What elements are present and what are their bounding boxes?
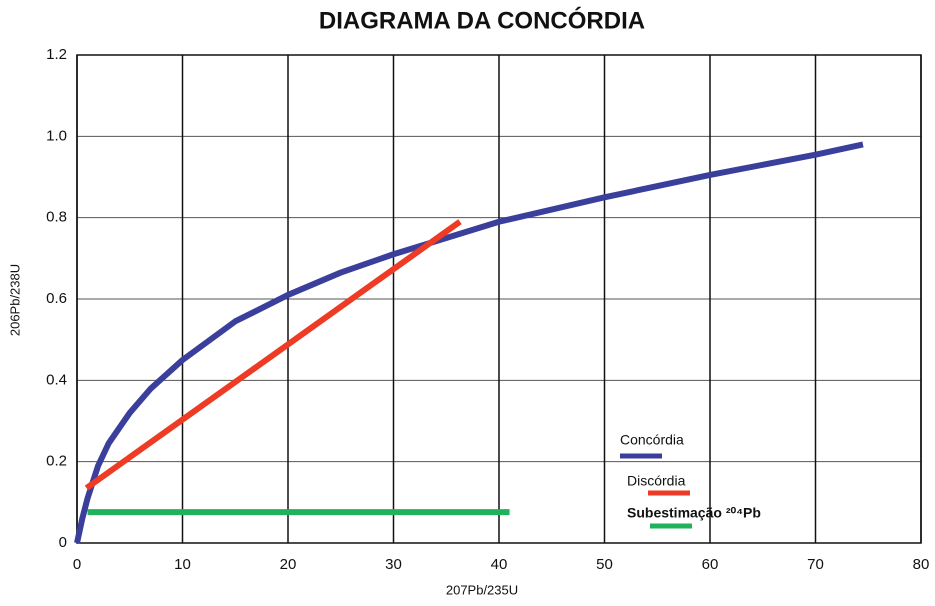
series-line [84, 219, 462, 491]
y-tick-label: 0.2 [46, 453, 67, 470]
x-tick-label: 70 [807, 556, 824, 573]
x-tick-label: 50 [596, 556, 613, 573]
legend-label: Discórdia [627, 473, 686, 489]
x-tick-label: 60 [702, 556, 719, 573]
y-tick-label: 1.2 [46, 46, 67, 63]
x-tick-label: 40 [491, 556, 508, 573]
x-axis-label: 207Pb/235U [446, 582, 518, 597]
x-tick-label: 20 [280, 556, 297, 573]
y-tick-label: 0.4 [46, 371, 67, 388]
y-tick-label: 0.6 [46, 290, 67, 307]
x-tick-label: 30 [385, 556, 402, 573]
x-tick-label: 80 [913, 556, 930, 573]
y-tick-label: 1.0 [46, 127, 67, 144]
chart-title: DIAGRAMA DA CONCÓRDIA [319, 6, 645, 34]
series-line [74, 141, 864, 544]
y-tick-label: 0.8 [46, 209, 67, 226]
y-axis-label: 206Pb/238U [7, 264, 22, 336]
legend-label: Concórdia [620, 432, 684, 448]
y-tick-label: 0 [59, 534, 67, 551]
plot-frame [76, 54, 922, 544]
x-tick-label: 0 [73, 556, 81, 573]
x-tick-label: 10 [174, 556, 191, 573]
legend-label: Subestimação ²⁰⁴Pb [627, 505, 761, 521]
